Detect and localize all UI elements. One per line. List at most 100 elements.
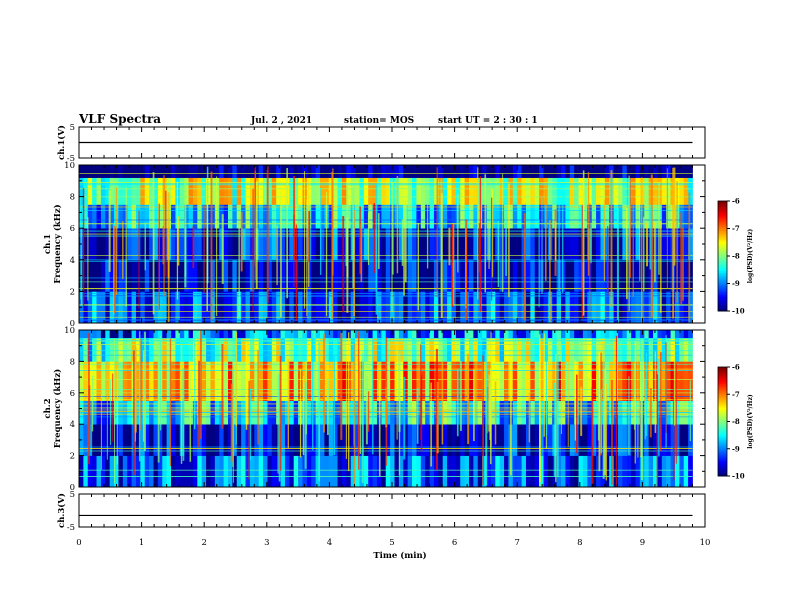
ch1-spectrogram-cell: [193, 205, 198, 229]
ch2-spectrogram-cell: [359, 330, 364, 338]
ch1-spectrogram-cell: [241, 178, 246, 205]
ch1-spectrogram-cell: [355, 178, 360, 205]
ch2-spectrogram-cell: [202, 361, 207, 401]
ch1-spectrogram-cell: [430, 178, 435, 205]
ch1-spectrogram-cell: [92, 178, 97, 205]
ch2-spectrogram-cell: [263, 361, 268, 401]
ch2-spectrogram-cell: [250, 456, 255, 488]
ch1-spectrogram-cell: [500, 165, 505, 178]
ch1-spectrogram-cell: [92, 260, 97, 292]
ch2-spectrogram-cell: [364, 456, 369, 488]
ch2-spectrogram-cell: [688, 456, 693, 488]
ch2-spectrogram-cell: [171, 330, 176, 338]
ch2-spectrogram-cell: [636, 330, 641, 338]
ch2-spectrogram-cell: [373, 330, 378, 338]
ch2-colorbar: -6-7-8-9-10log(PSD)(V²/Hz): [718, 363, 754, 481]
ch2-spectrogram-cell: [469, 330, 474, 338]
ch2-spectrogram-cell: [443, 361, 448, 401]
ch1-spectrogram-cell: [443, 205, 448, 229]
ch1-spectrogram-cell: [416, 178, 421, 205]
ch1-spectrogram-cell: [359, 165, 364, 178]
ch1-spectrogram-cell: [228, 205, 233, 229]
ch1-spectrogram-cell: [657, 178, 662, 205]
ch2-spectrogram-cell: [517, 361, 522, 401]
ch2-spectrogram-cell: [145, 456, 150, 488]
ch2-spectrogram-cell: [526, 456, 531, 488]
ch2-spectrogram-cell: [127, 361, 132, 401]
x-tick-label: 4: [327, 538, 332, 548]
ch2-spectrogram-cell: [522, 456, 527, 488]
ch2-spectrogram-cell: [443, 456, 448, 488]
ch2-spectrogram-ytick-label: 4: [70, 420, 75, 430]
ch1-spectrogram-cell: [232, 165, 237, 178]
figure-title: VLF Spectra: [78, 112, 161, 126]
ch1-spectrogram-cell: [460, 205, 465, 229]
ch2-spectrogram-cell: [324, 330, 329, 338]
ch1-spectrogram-cell: [574, 178, 579, 205]
ch2-spectrogram-cell: [456, 456, 461, 488]
ch2-spectrogram-cell: [535, 456, 540, 488]
ch1-spectrogram-cell: [132, 260, 137, 292]
ch2-spectrogram-cell: [162, 456, 167, 488]
ch2-spectrogram-cell: [228, 330, 233, 338]
x-tick-label: 0: [76, 538, 81, 548]
ch2-spectrogram-cell: [684, 330, 689, 338]
ch2-spectrogram-cell: [307, 456, 312, 488]
ch2-spectrogram-cell: [97, 456, 102, 488]
ch2-spectrogram-cell: [508, 330, 513, 338]
ch1-spectrogram-cell: [311, 165, 316, 178]
ch1-spectrogram-cell: [574, 260, 579, 292]
ch2-spectrogram-ytick-label: 2: [70, 452, 75, 462]
ch1-spectrogram-cell: [565, 205, 570, 229]
ch1-spectrogram-cell: [373, 165, 378, 178]
ch2-spectrogram-cell: [430, 361, 435, 401]
ch2-spectrogram-cell: [294, 456, 299, 488]
ch1-spectrogram-cell: [605, 205, 610, 229]
ch1-spectrogram-cell: [451, 178, 456, 205]
ch2-spectrogram-cell: [83, 456, 88, 488]
ch1-spectrogram-cell: [246, 205, 251, 229]
ch1-spectrogram-cell: [570, 205, 575, 229]
ch2-spectrogram-cell: [478, 330, 483, 338]
ch2-spectrogram-cell: [574, 330, 579, 338]
ch2-spectrogram-cell: [285, 361, 290, 401]
ch2-spectrogram-cell: [447, 330, 452, 338]
ch2-spectrogram-cell: [649, 330, 654, 338]
ch2-spectrogram-cell: [535, 361, 540, 401]
ch2-spectrogram-cell: [110, 330, 115, 338]
ch1-spectrogram-cell: [197, 205, 202, 229]
ch2-spectrogram-cell: [162, 361, 167, 401]
ch2-spectrogram-cell: [425, 361, 430, 401]
ch1-spectrogram-cell: [530, 165, 535, 178]
ch2-spectrogram-cell: [548, 361, 553, 401]
ch2-spectrogram-cell: [627, 456, 632, 488]
ch2-spectrogram-ytick-label: 8: [70, 357, 75, 367]
ch1-spectrogram-cell: [197, 165, 202, 178]
ch1-spectrogram-cell: [145, 178, 150, 205]
ch1-colorbar: -6-7-8-9-10log(PSD)(V²/Hz): [718, 197, 754, 316]
ch2-spectrogram-cell: [237, 361, 242, 401]
ch1-spectrogram-cell: [136, 205, 141, 229]
ch1-spectrogram-cell: [675, 165, 680, 178]
ch2-spectrogram-cell: [530, 456, 535, 488]
ch2-spectrogram-cell: [307, 361, 312, 401]
ch1-spectrogram-cell: [596, 178, 601, 205]
ch1-spectrogram-cell: [184, 165, 189, 178]
ch1-spectrogram-cell: [338, 205, 343, 229]
ch1-spectrogram-cell: [539, 178, 544, 205]
ch2-spectrogram-cell: [399, 330, 404, 338]
ch1-spectrogram-cell: [430, 165, 435, 178]
ch2-spectrogram-cell: [395, 330, 400, 338]
ch2-spectrogram-cell: [342, 456, 347, 488]
ch2-spectrogram-cell: [364, 330, 369, 338]
ch2-spectrogram-cell: [548, 456, 553, 488]
ch1-spectrogram-cell: [548, 178, 553, 205]
ch1-spectrogram-cell: [219, 165, 224, 178]
ch2-spectrogram-cell: [92, 330, 97, 338]
ch1-spectrogram-cell: [228, 165, 233, 178]
ch1-spectrogram-cell: [250, 205, 255, 229]
ch1-spectrogram-cell: [333, 165, 338, 178]
ch1-spectrogram-cell: [579, 178, 584, 205]
ch1-spectrogram-cell: [123, 205, 128, 229]
ch1-spectrogram-cell: [443, 178, 448, 205]
